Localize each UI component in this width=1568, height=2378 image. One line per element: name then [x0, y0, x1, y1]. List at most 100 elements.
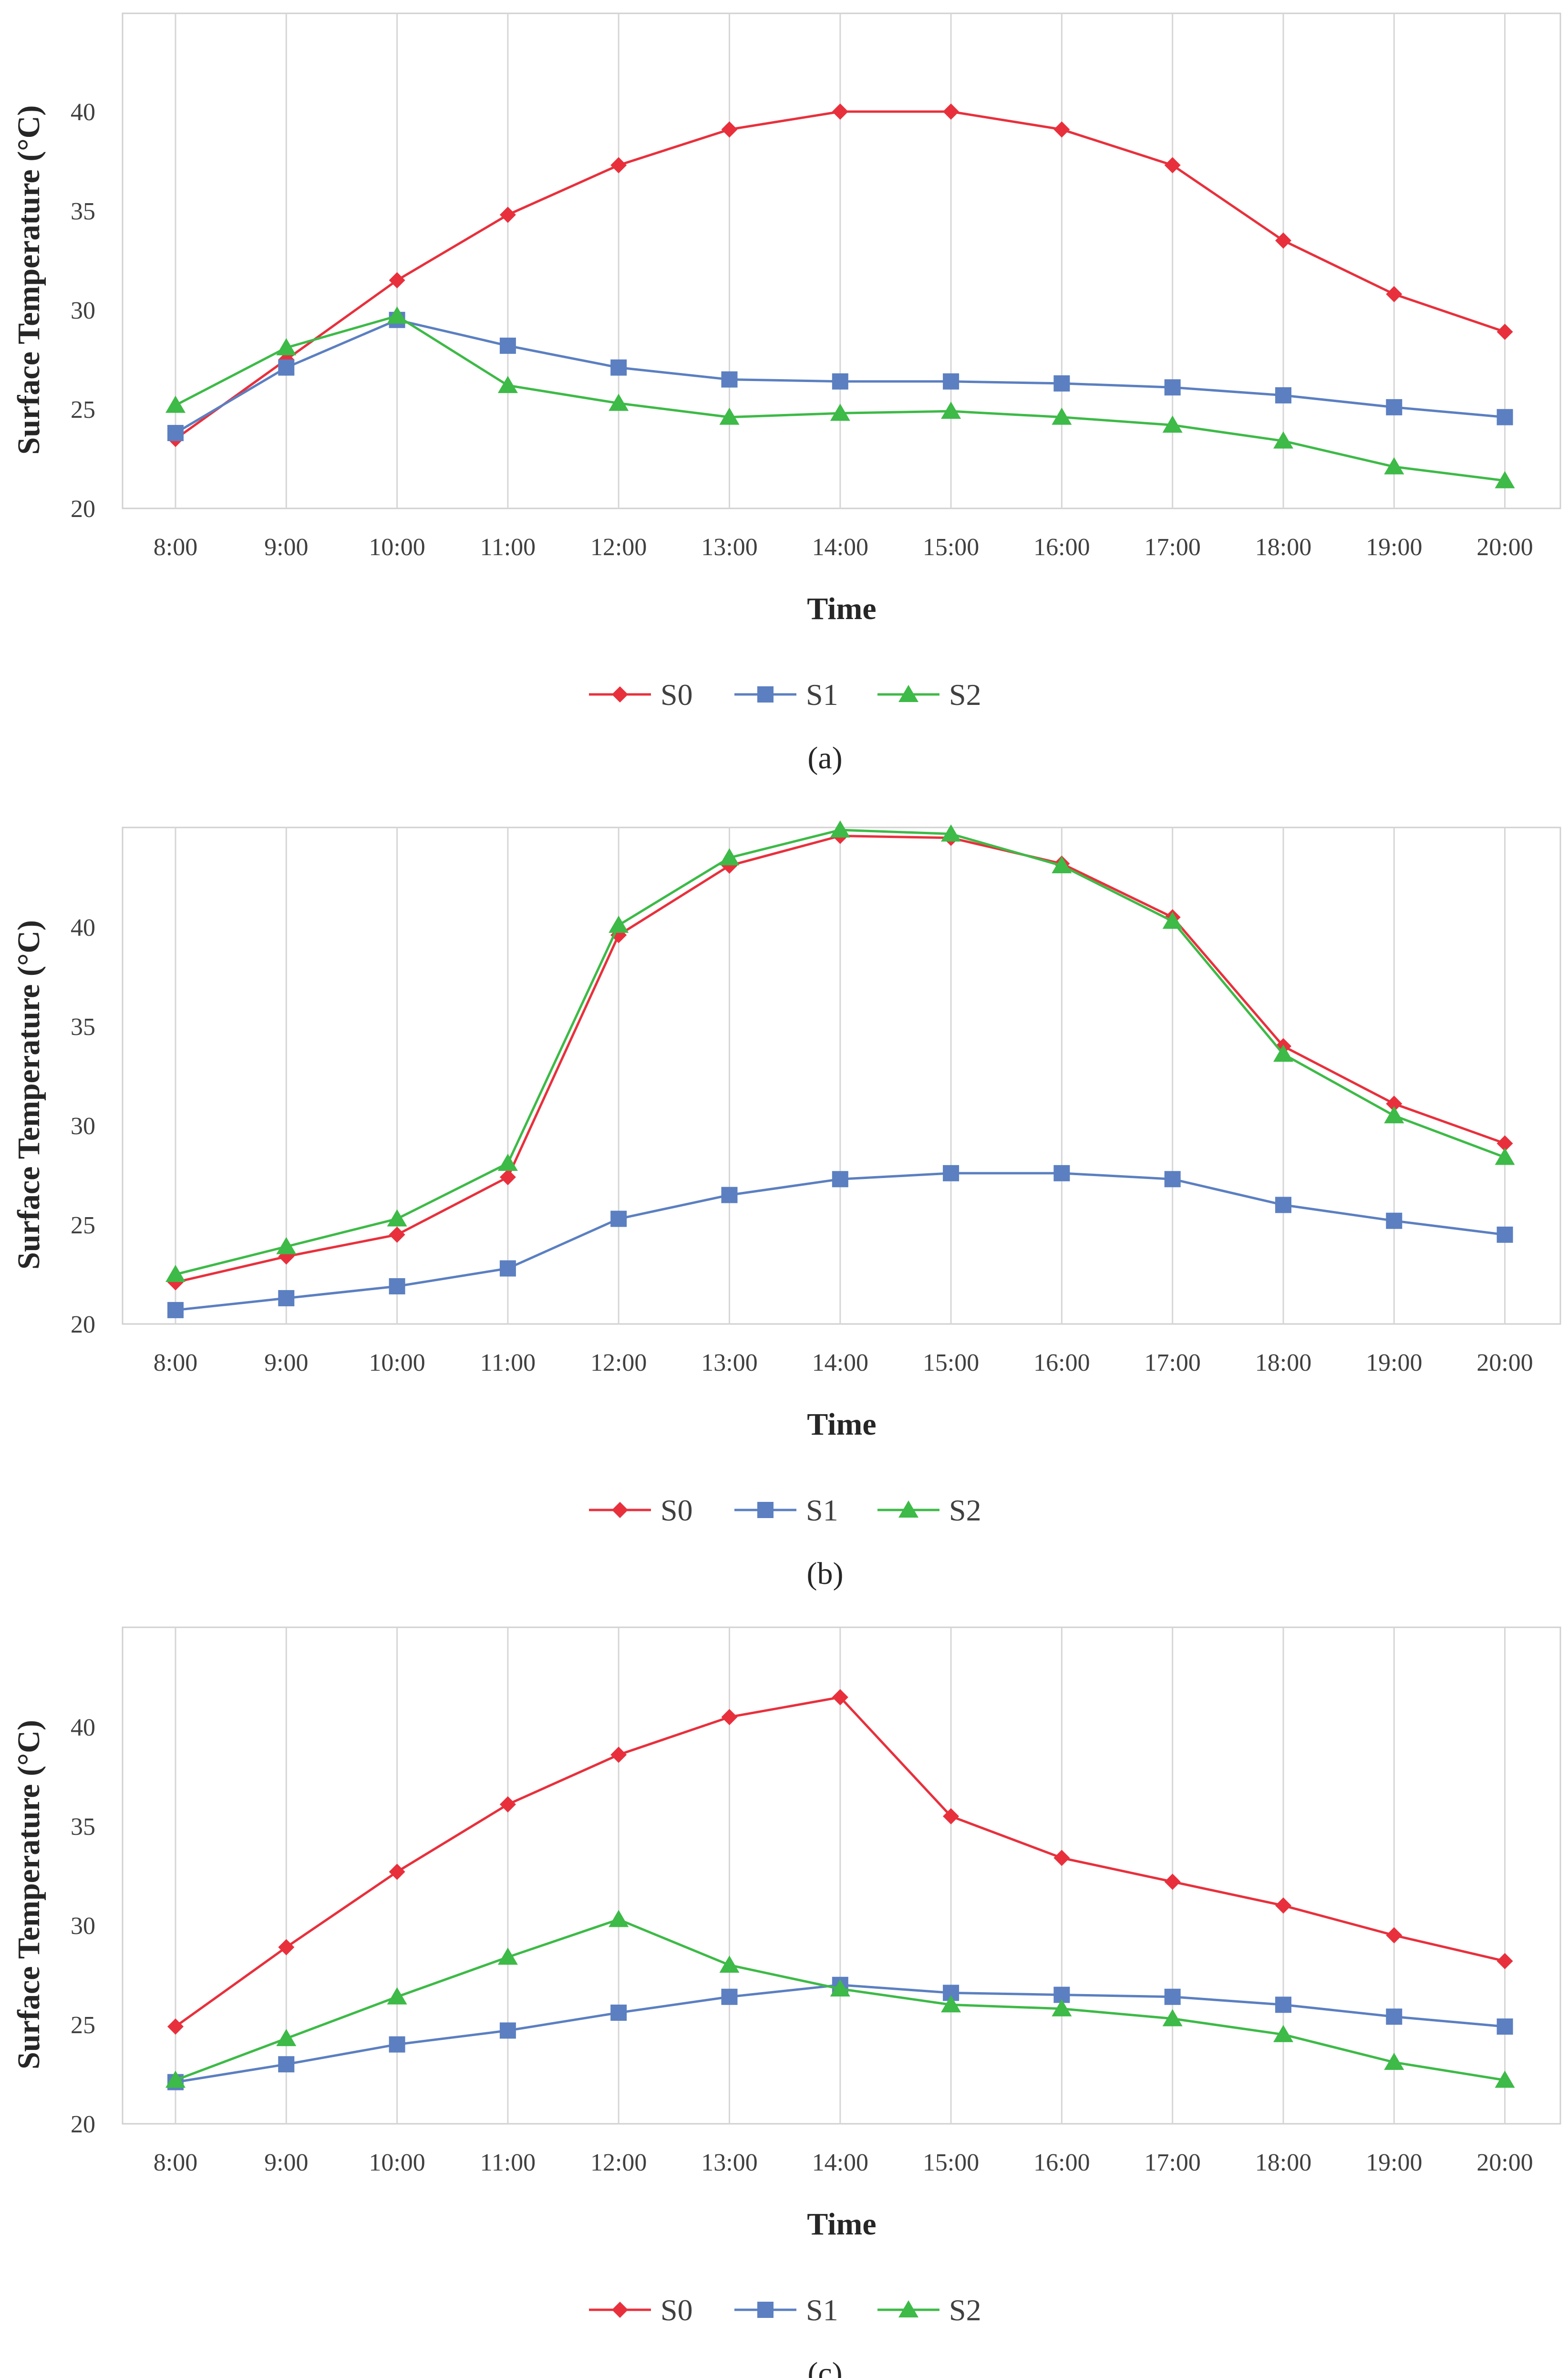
data-point-s1: [1275, 1197, 1291, 1213]
legend-label: S0: [660, 1493, 693, 1527]
x-tick-label: 19:00: [1366, 2149, 1422, 2176]
x-axis-title: Time: [807, 1407, 876, 1442]
data-point-s0: [721, 1709, 738, 1726]
data-point-s1: [1386, 1212, 1403, 1229]
data-point-s2: [1162, 415, 1183, 433]
data-point-s1: [1053, 375, 1070, 392]
data-point-s0: [1386, 1927, 1403, 1944]
legend-item-s0: S0: [589, 678, 693, 712]
data-point-s1: [389, 1278, 405, 1294]
data-point-s2: [609, 1910, 629, 1927]
legend-label: S1: [806, 2293, 838, 2327]
data-point-s2: [497, 1947, 518, 1965]
data-point-s0: [1496, 1953, 1513, 1969]
x-tick-label: 8:00: [154, 1349, 197, 1376]
chart-panel-b: 20 25 30 35 40 8:00 9:00 10:00 11:00 12:00 13:00 14…: [11, 820, 1561, 1591]
data-point-s1: [610, 359, 627, 376]
data-point-s2: [830, 403, 850, 421]
data-point-s1: [943, 1165, 959, 1181]
x-tick-label: 10:00: [369, 1349, 425, 1376]
x-tick-label: 13:00: [701, 1349, 757, 1376]
x-tick-label: 11:00: [480, 1349, 536, 1376]
figure-caption: (b): [807, 1556, 844, 1591]
data-point-s2: [1162, 2009, 1183, 2026]
data-point-s1: [1053, 1165, 1070, 1181]
data-point-s2: [1162, 911, 1183, 929]
y-tick-label: 25: [71, 396, 95, 424]
legend-item-s2: S2: [877, 2293, 981, 2327]
data-point-s2: [276, 2029, 297, 2047]
chart-panel-a: 20 25 30 35 40 8:00 9:00 10:00 11:00 12:00 13:00 14…: [11, 12, 1561, 775]
y-tick-label: 40: [71, 914, 95, 941]
legend-marker-s1: [757, 1502, 774, 1518]
data-point-s2: [719, 1955, 740, 1973]
legend-item-s2: S2: [877, 1493, 981, 1527]
data-point-s2: [1273, 2025, 1293, 2042]
legend-label: S1: [806, 1493, 838, 1527]
data-point-s2: [1384, 457, 1404, 475]
data-point-s0: [389, 272, 405, 289]
data-point-s0: [1164, 157, 1181, 174]
data-point-s0: [1496, 1135, 1513, 1152]
x-tick-label: 12:00: [590, 1349, 647, 1376]
legend-marker-s1: [757, 686, 774, 703]
data-point-s1: [943, 373, 959, 390]
y-tick-label: 40: [71, 1714, 95, 1741]
x-tick-label: 19:00: [1366, 1349, 1422, 1376]
data-point-s1: [1496, 2018, 1513, 2035]
data-point-s1: [721, 1988, 738, 2005]
y-tick-label: 35: [71, 198, 95, 225]
data-point-s2: [1495, 1148, 1515, 1165]
x-tick-label: 10:00: [369, 534, 425, 561]
data-point-s2: [1052, 407, 1072, 425]
figure-caption: (c): [807, 2356, 842, 2378]
y-axis-title: Surface Temperature (°C): [11, 105, 46, 455]
y-tick-label: 35: [71, 1013, 95, 1041]
x-tick-label: 15:00: [923, 534, 979, 561]
data-point-s1: [1386, 2008, 1403, 2025]
x-axis-title: Time: [807, 591, 876, 626]
data-point-s2: [609, 915, 629, 933]
data-point-s0: [1053, 121, 1070, 138]
x-tick-label: 18:00: [1255, 2149, 1311, 2176]
data-point-s1: [1275, 387, 1291, 403]
data-point-s1: [1164, 1988, 1181, 2005]
legend-label: S2: [949, 1493, 981, 1527]
x-tick-label: 20:00: [1476, 1349, 1533, 1376]
data-point-s2: [1384, 2053, 1404, 2070]
figure-caption: (a): [807, 741, 842, 775]
legend-item-s0: S0: [589, 1493, 693, 1527]
data-point-s0: [943, 103, 959, 120]
data-point-s2: [165, 2070, 186, 2088]
x-tick-label: 15:00: [923, 1349, 979, 1376]
data-point-s2: [719, 407, 740, 425]
data-point-s1: [721, 371, 738, 388]
y-axis-title: Surface Temperature (°C): [11, 920, 46, 1270]
y-tick-label: 20: [71, 1311, 95, 1338]
data-point-s1: [278, 2056, 295, 2073]
data-point-s2: [830, 1979, 850, 1997]
data-point-s1: [610, 2005, 627, 2021]
data-point-s0: [1386, 286, 1403, 302]
legend-label: S0: [660, 2293, 693, 2327]
data-point-s2: [276, 338, 297, 356]
data-point-s1: [1164, 379, 1181, 396]
legend-marker-s0: [612, 686, 628, 703]
x-tick-label: 17:00: [1144, 534, 1200, 561]
data-point-s1: [832, 373, 848, 390]
x-tick-label: 18:00: [1255, 1349, 1311, 1376]
data-point-s2: [830, 820, 850, 838]
legend-label: S2: [949, 678, 981, 712]
data-point-s0: [499, 1796, 516, 1813]
x-tick-label: 8:00: [154, 2149, 197, 2176]
legend-marker-s2: [898, 685, 918, 702]
data-point-s2: [165, 395, 186, 413]
x-tick-label: 17:00: [1144, 2149, 1200, 2176]
data-point-s2: [1495, 471, 1515, 488]
data-point-s0: [610, 157, 627, 174]
x-tick-label: 20:00: [1476, 534, 1533, 561]
x-tick-label: 12:00: [590, 2149, 647, 2176]
x-axis-title: Time: [807, 2207, 876, 2242]
data-point-s1: [1386, 399, 1403, 415]
